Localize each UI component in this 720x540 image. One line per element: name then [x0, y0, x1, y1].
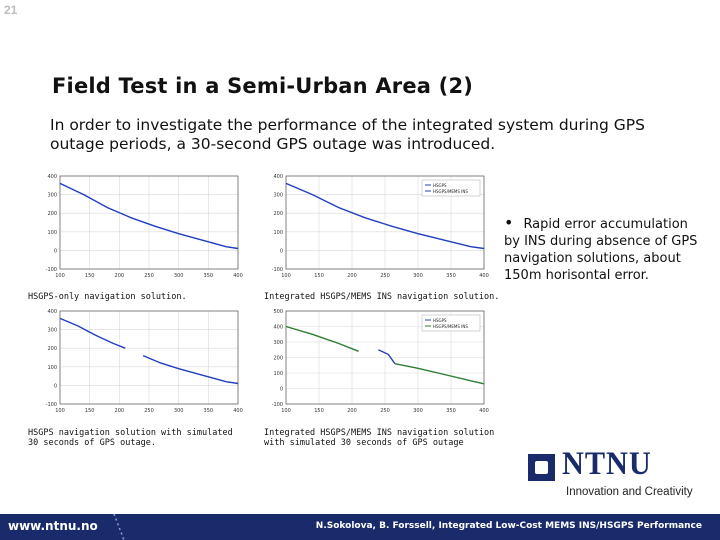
- x-tick-label: 350: [446, 408, 456, 414]
- x-tick-label: 300: [413, 273, 423, 279]
- bullet-text: Rapid error accumulation by INS during a…: [504, 217, 698, 283]
- x-tick-label: 100: [55, 273, 65, 279]
- page-title: Field Test in a Semi-Urban Area (2): [52, 74, 474, 98]
- x-tick-label: 150: [314, 273, 324, 279]
- logo-tagline: Innovation and Creativity: [566, 486, 693, 498]
- x-tick-label: 250: [380, 408, 390, 414]
- ntnu-square-icon: [528, 454, 555, 481]
- x-tick-label: 200: [347, 408, 357, 414]
- y-tick-label: 0: [54, 383, 57, 389]
- ntnu-logo: NTNU Innovation and Creativity: [528, 446, 708, 504]
- chart-hsgps-only: 100 150 200 250 300 350 400 400 300 200 100 0 -100: [36, 170, 246, 285]
- y-tick-label: 500: [273, 309, 283, 315]
- series-line: [142, 354, 239, 385]
- slide-number: 21: [4, 3, 18, 17]
- legend-entry: HSGPS/MEMS INS: [433, 189, 468, 194]
- x-tick-label: 350: [204, 273, 214, 279]
- y-tick-label: 300: [273, 340, 283, 346]
- x-tick-label: 400: [233, 408, 243, 414]
- y-tick-label: 100: [273, 371, 283, 377]
- footer-bar: www.ntnu.no N.Sokolova, B. Forssell, Int…: [0, 514, 720, 540]
- y-tick-label: -100: [46, 267, 57, 273]
- legend-entry: HSGPS: [433, 183, 447, 188]
- x-tick-label: 300: [174, 273, 184, 279]
- series-line: [285, 182, 485, 250]
- y-tick-label: 200: [47, 211, 57, 217]
- chart-hsgps-outage: 100 150 200 250 300 350 400 400 300 200 100 0 -100: [36, 305, 246, 420]
- x-tick-label: 200: [115, 408, 125, 414]
- y-tick-label: 400: [273, 174, 283, 180]
- legend-entry: HSGPS: [433, 318, 447, 323]
- plot-frame: [59, 310, 239, 405]
- series-line: [59, 317, 126, 349]
- plot-frame: [59, 175, 239, 270]
- y-tick-label: -100: [272, 267, 283, 273]
- x-tick-label: 200: [115, 273, 125, 279]
- x-tick-label: 350: [204, 408, 214, 414]
- caption-integrated-outage: Integrated HSGPS/MEMS INS navigation sol…: [264, 428, 495, 448]
- y-tick-label: 0: [280, 248, 283, 254]
- bullet-dot-icon: •: [504, 213, 514, 232]
- y-tick-label: 100: [47, 230, 57, 236]
- legend-entry: HSGPS/MEMS INS: [433, 324, 468, 329]
- x-tick-label: 300: [174, 408, 184, 414]
- x-tick-label: 150: [314, 408, 324, 414]
- y-tick-label: -100: [46, 402, 57, 408]
- caption-hsgps-outage: HSGPS navigation solution with simulated…: [28, 428, 233, 448]
- y-tick-label: 0: [280, 387, 283, 393]
- chart-integrated: 100 150 200 250 300 350 400 400 300 200 100 0 -100 HS…: [262, 170, 492, 285]
- y-tick-label: 100: [47, 365, 57, 371]
- caption-integrated: Integrated HSGPS/MEMS INS navigation sol…: [264, 292, 500, 302]
- x-tick-label: 200: [347, 273, 357, 279]
- y-tick-label: -100: [272, 402, 283, 408]
- series-line: [378, 349, 396, 365]
- y-tick-label: 400: [47, 309, 57, 315]
- y-tick-label: 300: [47, 193, 57, 199]
- footer-url[interactable]: www.ntnu.no: [8, 519, 98, 533]
- y-tick-label: 300: [273, 193, 283, 199]
- y-tick-label: 300: [47, 328, 57, 334]
- plot-frame: [285, 310, 485, 405]
- y-tick-label: 400: [47, 174, 57, 180]
- x-tick-label: 250: [144, 273, 154, 279]
- bullet-point: • Rapid error accumulation by INS during …: [504, 214, 704, 284]
- legend-box: [421, 314, 481, 332]
- y-tick-label: 400: [273, 325, 283, 331]
- x-tick-label: 400: [479, 273, 489, 279]
- x-tick-label: 100: [281, 408, 291, 414]
- series-line: [394, 363, 485, 385]
- x-tick-label: 400: [479, 408, 489, 414]
- footer-credit: N.Sokolova, B. Forssell, Integrated Low-…: [315, 521, 702, 531]
- legend-box: [421, 179, 481, 197]
- x-tick-label: 150: [85, 408, 95, 414]
- series-line: [285, 325, 359, 352]
- y-tick-label: 100: [273, 230, 283, 236]
- caption-hsgps-only: HSGPS-only navigation solution.: [28, 292, 187, 302]
- x-tick-label: 100: [281, 273, 291, 279]
- intro-text: In order to investigate the performance …: [50, 116, 645, 153]
- logo-wordmark: NTNU: [562, 446, 652, 482]
- x-tick-label: 350: [446, 273, 456, 279]
- x-tick-label: 250: [380, 273, 390, 279]
- y-tick-label: 0: [54, 248, 57, 254]
- series-line: [59, 182, 239, 250]
- y-tick-label: 200: [273, 211, 283, 217]
- x-tick-label: 300: [413, 408, 423, 414]
- x-tick-label: 150: [85, 273, 95, 279]
- plot-frame: [285, 175, 485, 270]
- x-tick-label: 100: [55, 408, 65, 414]
- y-tick-label: 200: [47, 346, 57, 352]
- x-tick-label: 400: [233, 273, 243, 279]
- x-tick-label: 250: [144, 408, 154, 414]
- chart-integrated-outage: 100 150 200 250 300 350 400 500 400 300 200 100 0 -10…: [262, 305, 492, 420]
- y-tick-label: 200: [273, 356, 283, 362]
- swoosh-decoration-icon: [113, 514, 125, 540]
